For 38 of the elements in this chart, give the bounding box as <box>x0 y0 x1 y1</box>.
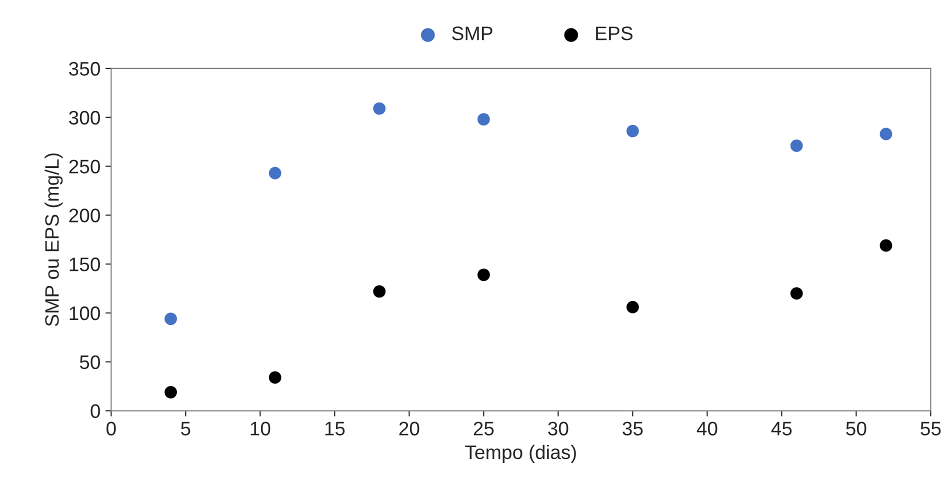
point <box>164 312 177 326</box>
x-tick-label: 30 <box>548 422 568 436</box>
y-tick-label: 150 <box>70 258 100 272</box>
point <box>790 140 803 152</box>
x-tick-label: 25 <box>474 422 494 436</box>
x-tick-label: 15 <box>325 422 345 436</box>
x-tick-label: 40 <box>696 422 718 436</box>
y-tick-label: 300 <box>69 110 100 125</box>
x-tick-label: 45 <box>771 422 792 436</box>
y-tick-label: 0 <box>90 404 100 418</box>
y-tick-label: 100 <box>70 306 100 320</box>
point <box>626 124 639 138</box>
y-axis-title: SMP ou EPS (mg/L) <box>44 153 63 326</box>
point <box>477 268 490 282</box>
x-tick-label: 35 <box>622 422 643 436</box>
x-tick-label: 0 <box>106 422 116 436</box>
legend-label: EPS <box>596 26 632 40</box>
point <box>268 371 282 384</box>
x-tick-label: 5 <box>181 422 190 436</box>
x-tick-label: 50 <box>846 422 866 436</box>
x-tick-label: 10 <box>250 422 270 436</box>
y-tick-label: 350 <box>69 62 100 76</box>
point <box>477 113 490 126</box>
y-tick-label: 200 <box>69 208 100 222</box>
point <box>790 287 803 300</box>
point <box>164 386 177 398</box>
point <box>268 166 282 180</box>
point <box>880 239 892 252</box>
legend-label: SMP <box>452 26 492 40</box>
y-tick-label: 50 <box>80 355 100 370</box>
point <box>373 102 386 115</box>
y-tick-label: 250 <box>69 160 100 174</box>
point <box>626 300 639 314</box>
x-axis-title: Tempo (dias) <box>465 444 576 463</box>
x-tick-label: 20 <box>399 422 420 436</box>
point <box>373 285 386 298</box>
point <box>880 128 892 140</box>
x-tick-label: 55 <box>920 422 941 436</box>
